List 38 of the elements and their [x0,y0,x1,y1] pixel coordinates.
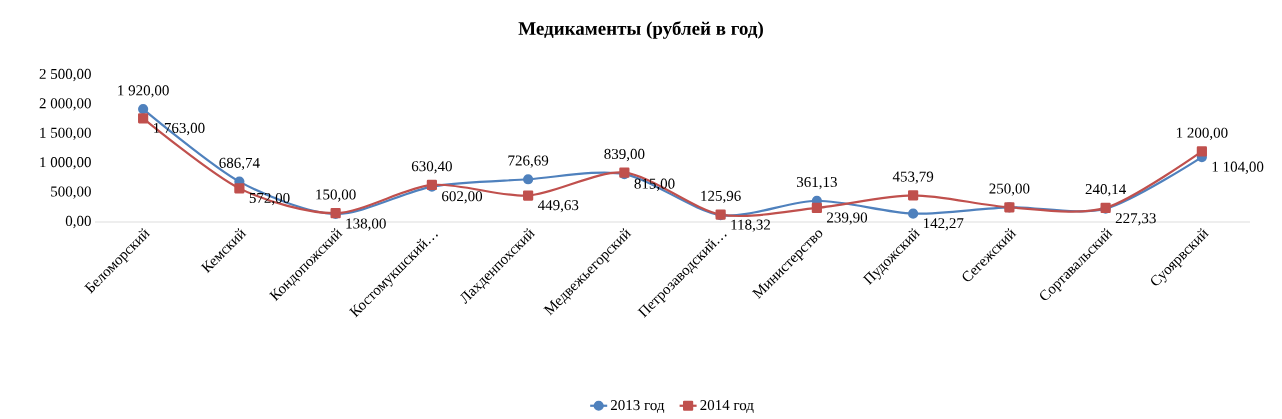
data-label: 686,74 [219,157,260,171]
point [138,104,149,115]
point [234,183,245,194]
legend-label: 2013 год [610,400,665,413]
point [908,208,919,219]
data-label: 453,79 [892,171,934,184]
data-label: 138,00 [346,218,386,231]
data-label: 142,27 [923,218,964,231]
point [1196,146,1207,157]
y-tick-label: 2 000,00 [39,98,91,111]
chart-title: Медикаменты (рублей в год) [518,21,763,39]
legend-label: 2014 год [700,400,754,413]
y-tick-label: 2 500,00 [39,68,91,82]
point [811,202,822,213]
y-tick-label: 0,00 [65,215,91,229]
data-label: 449,63 [537,200,579,213]
y-tick-label: 1 500,00 [40,127,91,140]
point [523,174,534,185]
data-label: 839,00 [604,148,645,162]
data-label: 240,14 [1085,184,1127,197]
data-label: 602,00 [442,191,483,204]
data-label: 726,69 [508,155,549,168]
y-tick-label: 500,00 [51,186,91,199]
data-label: 361,13 [796,177,837,190]
data-label: 118,32 [731,219,771,232]
point [523,190,534,201]
data-label: 125,96 [701,190,741,204]
point [138,113,149,124]
y-tick-label: 1 000,00 [40,157,91,170]
data-label: 1 104,00 [1212,161,1264,174]
data-label: 1 920,00 [118,85,169,98]
data-label: 150,00 [316,189,356,202]
data-label: 239,90 [827,212,868,225]
data-label: 250,00 [989,183,1030,196]
point [908,190,919,201]
data-label: 227,33 [1115,213,1156,226]
data-label: 1 200,00 [1176,127,1228,140]
data-label: 630,40 [411,161,452,174]
